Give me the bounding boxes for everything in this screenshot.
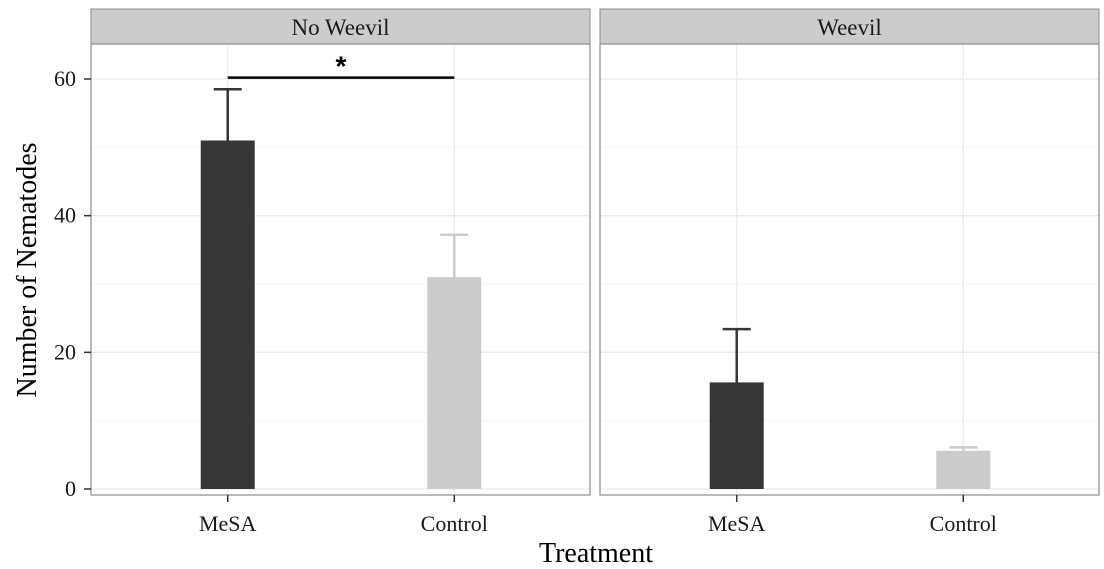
facet-strip [599, 8, 1100, 45]
y-tick-label: 0 [65, 476, 76, 501]
x-tick-label: MeSA [708, 511, 766, 536]
panel-border [599, 43, 1100, 496]
facet-strip-title: Weevil [817, 15, 882, 40]
facet-strip-title: No Weevil [291, 15, 389, 40]
panel-border [90, 43, 591, 496]
y-tick-label: 40 [54, 203, 76, 228]
y-axis-title: Number of Nematodes [12, 142, 43, 397]
axis-layer: 0 20 40 60 [54, 66, 91, 501]
x-tick-label: Control [930, 511, 997, 536]
facet-strip [90, 8, 591, 45]
y-tick-label: 20 [54, 339, 76, 364]
x-tick-label: Control [421, 511, 488, 536]
facet-panel-weevil: Weevil MeSA Control [599, 8, 1100, 536]
significance-marker: * [336, 51, 347, 82]
bar-control [427, 277, 482, 489]
y-tick-label: 60 [54, 66, 76, 91]
panel-layer: No Weevil * MeSA Control Weevil MeSA Control [90, 8, 1100, 536]
bar-mesa [200, 140, 255, 489]
bar-control [936, 450, 991, 489]
facet-panel-no-weevil: No Weevil * MeSA Control [90, 8, 591, 536]
x-tick-label: MeSA [199, 511, 257, 536]
panel-background [91, 44, 590, 495]
panel-background [600, 44, 1099, 495]
x-axis-title: Treatment [539, 538, 653, 569]
